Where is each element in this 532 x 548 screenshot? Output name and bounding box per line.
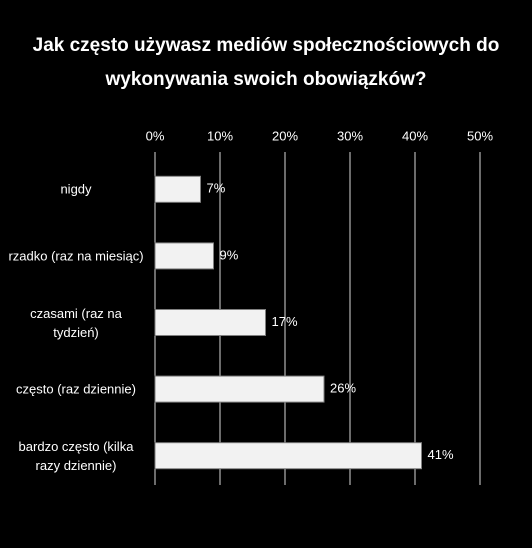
- y-tick-label: czasami (raz na tydzień): [30, 305, 122, 340]
- bar: [154, 442, 422, 470]
- bar: [154, 375, 325, 403]
- x-tick-label: 30%: [337, 128, 363, 143]
- value-label: 17%: [272, 314, 298, 329]
- value-label: 7%: [207, 181, 226, 196]
- y-tick-label: często (raz dziennie): [16, 381, 136, 397]
- bar: [154, 175, 201, 203]
- x-tick-label: 40%: [402, 128, 428, 143]
- value-label: 41%: [428, 447, 454, 462]
- chart-title: Jak często używasz mediów społecznościow…: [33, 35, 500, 90]
- value-label: 9%: [220, 247, 239, 262]
- x-tick-label: 20%: [272, 128, 298, 143]
- x-tick-label: 0%: [146, 128, 165, 143]
- x-tick-label: 10%: [207, 128, 233, 143]
- y-tick-label: rzadko (raz na miesiąc): [8, 248, 144, 264]
- y-tick-label: bardzo często (kilka razy dziennie): [18, 438, 134, 473]
- bar: [154, 309, 266, 336]
- x-tick-label: 50%: [467, 128, 493, 143]
- bar: [154, 242, 214, 270]
- y-tick-label: nigdy: [60, 181, 92, 197]
- value-label: 26%: [330, 381, 356, 396]
